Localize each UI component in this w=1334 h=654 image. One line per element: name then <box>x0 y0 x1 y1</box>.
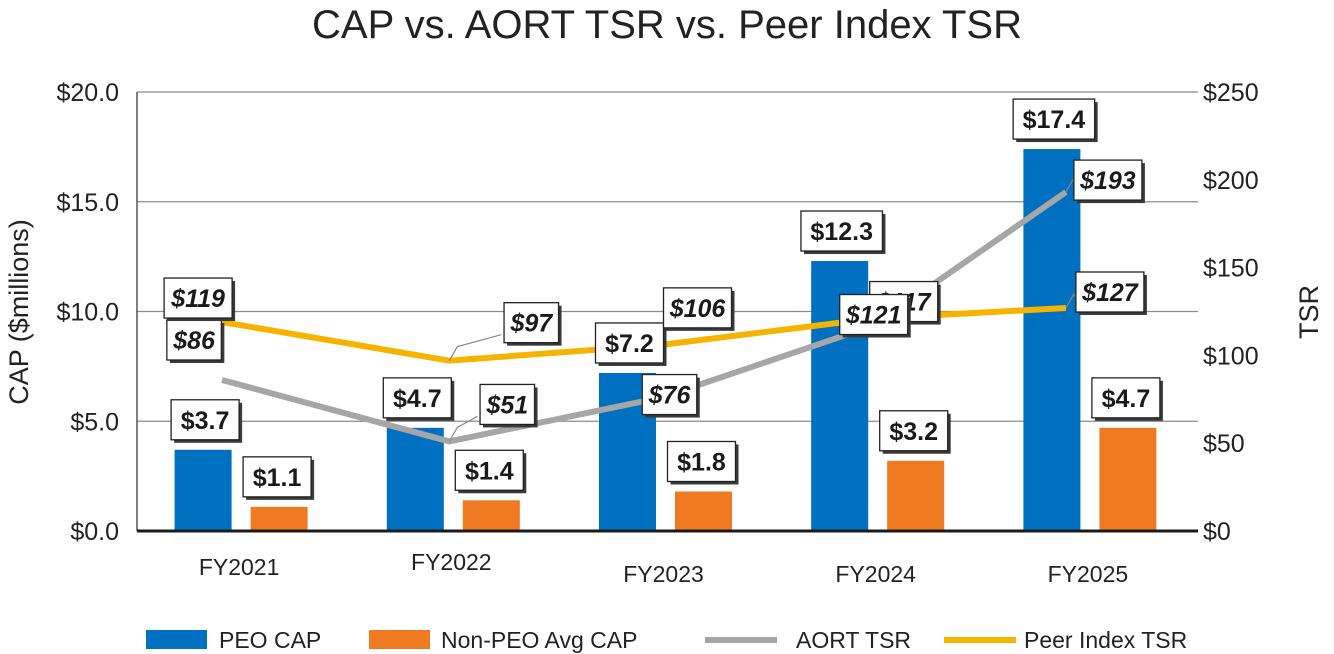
peer-index-tsr-label-text: $119 <box>170 285 225 313</box>
peer-index-tsr-label: $119 <box>163 277 236 322</box>
peer-index-tsr-label: $106 <box>662 287 735 331</box>
label-box <box>170 399 240 441</box>
aort-tsr-label: $51 <box>479 383 538 428</box>
label-box <box>166 319 223 361</box>
non-peo-cap-label-text: $1.1 <box>253 464 302 492</box>
non-peo-cap-label: $1.4 <box>454 449 527 494</box>
non-peo-cap-bar <box>250 506 308 531</box>
non-peo-cap-label-text: $1.4 <box>465 457 514 485</box>
aort-tsr-label: $193 <box>1073 159 1145 204</box>
peo-cap-label-text: $3.7 <box>181 407 230 435</box>
peo-cap-bar <box>174 449 232 531</box>
peo-cap-label-text: $17.4 <box>1023 106 1086 134</box>
y2-tick-label: $50 <box>1203 430 1245 458</box>
y-tick-label: $15.0 <box>56 189 119 217</box>
bars <box>174 149 1157 531</box>
y-axis-label: CAP ($millions) <box>4 219 34 405</box>
peer-index-tsr-label-text: $127 <box>1081 279 1139 307</box>
y2-axis-label: TSR <box>1294 285 1324 339</box>
y-tick-label: $20.0 <box>56 79 119 107</box>
peo-cap-bar <box>1023 149 1081 531</box>
aort-tsr-label: $86 <box>166 319 225 363</box>
y2-tick-label: $0 <box>1203 518 1231 546</box>
peer-index-tsr-label-text: $106 <box>669 295 727 323</box>
label-box <box>503 302 560 344</box>
non-peo-cap-label: $1.1 <box>242 456 315 500</box>
legend-swatch <box>146 630 207 649</box>
peo-cap-label: $4.7 <box>382 377 455 421</box>
legend: PEO CAP Non-PEO Avg CAP AORT TSR Peer Index… <box>146 627 1187 653</box>
x-tick-label: FY2025 <box>1048 561 1129 587</box>
label-box <box>1012 98 1096 140</box>
x-tick-label: FY2024 <box>835 561 916 587</box>
x-tick-label: FY2021 <box>199 554 280 580</box>
peo-cap-label-text: $12.3 <box>810 218 873 246</box>
x-tick-label: FY2022 <box>411 549 492 575</box>
label-box <box>479 383 536 426</box>
label-box <box>454 449 524 491</box>
aort-tsr-label-text: $86 <box>172 327 216 355</box>
label-box <box>879 410 949 452</box>
label-box <box>1075 271 1145 313</box>
peo-cap-label-text: $4.7 <box>393 385 442 413</box>
peo-cap-label: $7.2 <box>594 322 667 366</box>
label-box <box>666 440 737 483</box>
label-box <box>382 377 452 419</box>
axes: $0.0 $5.0 $10.0 $15.0 $20.0 $0 $50 $100 $150 $200… <box>56 79 1258 587</box>
aort-tsr-label-text: $76 <box>648 382 692 410</box>
aort-tsr-label-text: $193 <box>1079 167 1136 195</box>
label-connector <box>448 334 502 361</box>
label-connector <box>448 415 478 442</box>
aort-tsr-label: $76 <box>641 373 700 418</box>
non-peo-cap-label-text: $4.7 <box>1102 385 1151 413</box>
non-peo-cap-bar <box>462 500 520 531</box>
y2-tick-label: $250 <box>1203 79 1259 107</box>
peer-index-tsr-label: $121 <box>839 293 911 338</box>
aort-tsr-label-text: $51 <box>485 391 528 419</box>
label-box <box>1073 159 1143 201</box>
non-peo-cap-label-text: $1.8 <box>677 448 726 476</box>
label-box <box>800 210 884 252</box>
legend-label: AORT TSR <box>796 627 911 653</box>
label-box <box>839 293 909 336</box>
label-box <box>163 277 233 319</box>
legend-label: Peer Index TSR <box>1024 627 1187 653</box>
peer-index-tsr-label-text: $97 <box>509 310 553 338</box>
peo-cap-label-text: $7.2 <box>605 330 654 358</box>
peer-index-tsr-label: $97 <box>503 302 562 346</box>
peo-cap-label: $12.3 <box>800 210 886 255</box>
y-tick-label: $0.0 <box>70 518 119 546</box>
data-labels: $3.7 $4.7 $7.2 $12.3 $17.4 $1.1 $1.4 $1.8 $3.2 $4… <box>163 98 1163 500</box>
y-tick-label: $10.0 <box>56 299 119 327</box>
x-tick-label: FY2023 <box>623 561 704 587</box>
legend-label: PEO CAP <box>219 627 321 653</box>
peo-cap-bar <box>386 427 444 531</box>
non-peo-cap-label: $3.2 <box>879 410 951 454</box>
non-peo-cap-bar <box>675 491 732 531</box>
legend-swatch <box>369 630 430 649</box>
non-peo-cap-label: $4.7 <box>1091 377 1163 421</box>
chart-title: CAP vs. AORT TSR vs. Peer Index TSR <box>312 3 1022 47</box>
peer-index-tsr-label: $127 <box>1075 271 1147 315</box>
non-peo-cap-label: $1.8 <box>666 440 739 485</box>
y-tick-label: $5.0 <box>70 408 119 436</box>
label-box <box>242 456 312 498</box>
label-box <box>662 287 733 329</box>
non-peo-cap-bar <box>1099 427 1157 531</box>
y2-tick-label: $150 <box>1203 255 1259 283</box>
y2-tick-label: $100 <box>1203 342 1259 370</box>
label-box <box>594 322 665 364</box>
y2-tick-label: $200 <box>1203 167 1259 195</box>
label-box <box>1091 377 1161 419</box>
peer-index-tsr-label-text: $121 <box>845 302 902 330</box>
label-box <box>641 373 698 416</box>
non-peo-cap-label-text: $3.2 <box>889 418 938 446</box>
legend-label: Non-PEO Avg CAP <box>441 627 637 653</box>
non-peo-cap-bar <box>887 460 945 531</box>
peo-cap-label: $3.7 <box>170 399 243 443</box>
peo-cap-label: $17.4 <box>1012 98 1098 143</box>
